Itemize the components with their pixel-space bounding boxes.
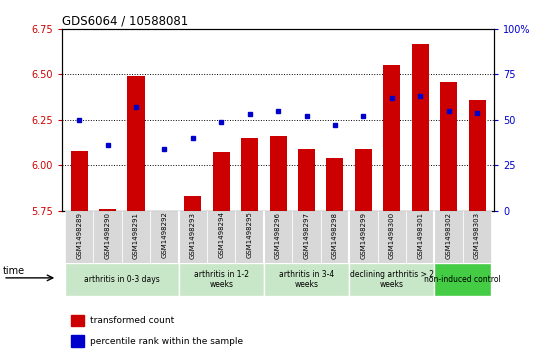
Text: GSM1498297: GSM1498297 xyxy=(303,212,309,258)
Text: arthritis in 1-2
weeks: arthritis in 1-2 weeks xyxy=(194,270,249,289)
Bar xyxy=(377,211,406,263)
Bar xyxy=(469,100,485,211)
Text: GSM1498293: GSM1498293 xyxy=(190,212,196,258)
Bar xyxy=(122,211,150,263)
Text: GSM1498291: GSM1498291 xyxy=(133,212,139,258)
Bar xyxy=(235,211,264,263)
Bar xyxy=(71,335,84,347)
Text: GSM1498292: GSM1498292 xyxy=(161,212,167,258)
Bar xyxy=(292,211,321,263)
Bar xyxy=(184,196,201,211)
Bar xyxy=(65,263,179,296)
Text: non-induced control: non-induced control xyxy=(424,275,501,284)
Bar xyxy=(264,211,292,263)
Bar xyxy=(463,211,491,263)
Text: transformed count: transformed count xyxy=(90,316,174,325)
Text: GSM1498301: GSM1498301 xyxy=(417,212,423,259)
Bar xyxy=(440,82,457,211)
Bar xyxy=(93,211,122,263)
Bar xyxy=(349,263,434,296)
Bar xyxy=(434,263,491,296)
Bar xyxy=(71,151,87,211)
Bar xyxy=(269,136,287,211)
Bar xyxy=(406,211,434,263)
Bar xyxy=(179,263,264,296)
Bar xyxy=(156,211,173,216)
Bar xyxy=(326,158,343,211)
Text: arthritis in 3-4
weeks: arthritis in 3-4 weeks xyxy=(279,270,334,289)
Bar xyxy=(71,315,84,326)
Text: time: time xyxy=(3,266,25,276)
Text: GSM1498289: GSM1498289 xyxy=(76,212,82,258)
Bar xyxy=(241,138,258,211)
Bar xyxy=(99,209,116,211)
Bar xyxy=(355,149,372,211)
Text: GSM1498302: GSM1498302 xyxy=(446,212,451,258)
Bar xyxy=(213,152,230,211)
Bar xyxy=(150,211,179,263)
Bar xyxy=(321,211,349,263)
Bar xyxy=(298,149,315,211)
Text: GSM1498300: GSM1498300 xyxy=(389,212,395,259)
Text: GSM1498298: GSM1498298 xyxy=(332,212,338,258)
Bar xyxy=(65,211,93,263)
Bar xyxy=(383,65,400,211)
Bar xyxy=(207,211,235,263)
Text: arthritis in 0-3 days: arthritis in 0-3 days xyxy=(84,275,160,284)
Bar xyxy=(434,211,463,263)
Bar xyxy=(349,211,377,263)
Text: GSM1498303: GSM1498303 xyxy=(474,212,480,259)
Text: GSM1498295: GSM1498295 xyxy=(247,212,253,258)
Text: percentile rank within the sample: percentile rank within the sample xyxy=(90,337,244,346)
Text: declining arthritis > 2
weeks: declining arthritis > 2 weeks xyxy=(350,270,434,289)
Text: GSM1498294: GSM1498294 xyxy=(218,212,224,258)
Text: GSM1498296: GSM1498296 xyxy=(275,212,281,258)
Bar xyxy=(179,211,207,263)
Bar xyxy=(411,44,429,211)
Text: GSM1498290: GSM1498290 xyxy=(105,212,111,258)
Bar xyxy=(264,263,349,296)
Text: GSM1498299: GSM1498299 xyxy=(360,212,366,258)
Bar xyxy=(127,76,145,211)
Text: GDS6064 / 10588081: GDS6064 / 10588081 xyxy=(62,15,188,28)
